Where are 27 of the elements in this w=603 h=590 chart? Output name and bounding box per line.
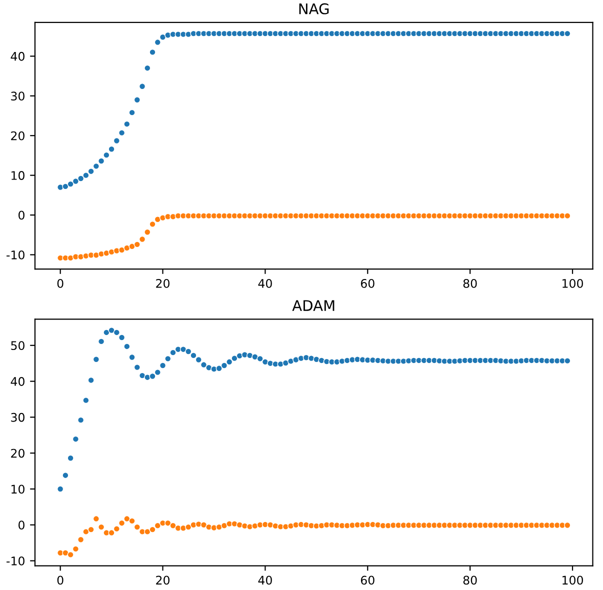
x-tick-label: 60 xyxy=(360,278,374,288)
x-tick-label: 80 xyxy=(463,576,477,585)
chart-title: NAG xyxy=(299,3,329,14)
x-tick-label: 100 xyxy=(562,278,583,288)
y-tick-label: 10 xyxy=(12,484,24,494)
x-tick-label: 20 xyxy=(156,278,170,288)
x-tick-label: 60 xyxy=(360,576,374,585)
x-tick-label: 0 xyxy=(57,576,64,585)
x-tick-label: 40 xyxy=(258,278,272,288)
x-tick-label: 80 xyxy=(463,278,477,288)
y-tick-label: 20 xyxy=(11,448,24,458)
y-tick-label: 40 xyxy=(10,377,24,386)
y-tick-label: 40 xyxy=(10,52,24,61)
y-tick-label: 50 xyxy=(11,341,24,350)
x-tick-label: 0 xyxy=(57,278,64,288)
y-tick-label: 10 xyxy=(12,171,24,180)
y-tick-label: -10 xyxy=(6,250,24,260)
y-tick-label: 0 xyxy=(18,210,24,220)
y-tick-label: 30 xyxy=(11,92,24,101)
y-tick-label: 0 xyxy=(18,520,24,530)
y-tick-label: 30 xyxy=(11,412,24,422)
y-tick-label: 20 xyxy=(11,131,24,140)
x-tick-label: 100 xyxy=(562,576,583,585)
x-tick-label: 20 xyxy=(156,576,170,585)
x-tick-label: 40 xyxy=(258,576,272,585)
y-tick-label: -10 xyxy=(6,556,24,566)
chart-title: ADAM xyxy=(292,300,334,311)
